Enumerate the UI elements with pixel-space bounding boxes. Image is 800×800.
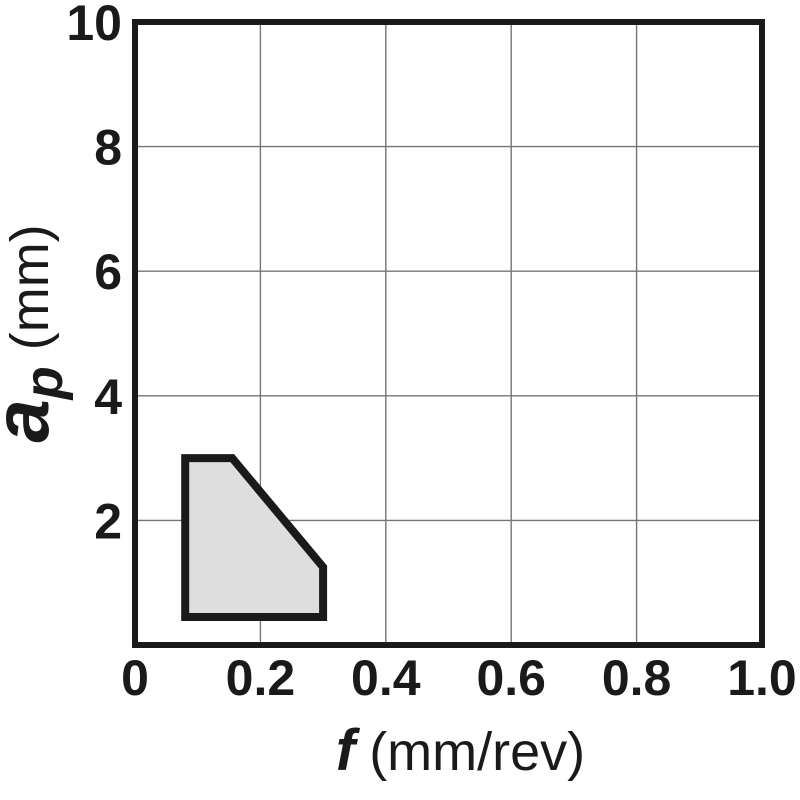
x-axis-unit: (mm/rev) [369, 722, 585, 782]
plot-border [132, 19, 765, 648]
y-axis-unit: (mm) [0, 224, 60, 350]
x-tick-label: 0.2 [226, 650, 296, 706]
x-tick-label: 0 [121, 650, 149, 706]
y-tick-label: 6 [94, 244, 122, 300]
y-tick-label: 4 [94, 369, 122, 425]
y-tick-label: 8 [94, 120, 122, 176]
x-axis-label: f (mm/rev) [336, 718, 585, 783]
x-tick-label: 0.4 [351, 650, 421, 706]
x-tick-label: 1.0 [727, 650, 797, 706]
x-tick-label: 0.6 [476, 650, 546, 706]
y-axis-label: ap (mm) [0, 224, 74, 442]
y-tick-label: 10 [66, 0, 122, 51]
y-axis-variable-subscript: p [14, 366, 74, 401]
x-tick-label: 0.8 [602, 650, 672, 706]
y-tick-label: 2 [94, 493, 122, 549]
recommended-cutting-range-polygon [181, 454, 328, 621]
y-axis-variable: a [0, 399, 65, 442]
